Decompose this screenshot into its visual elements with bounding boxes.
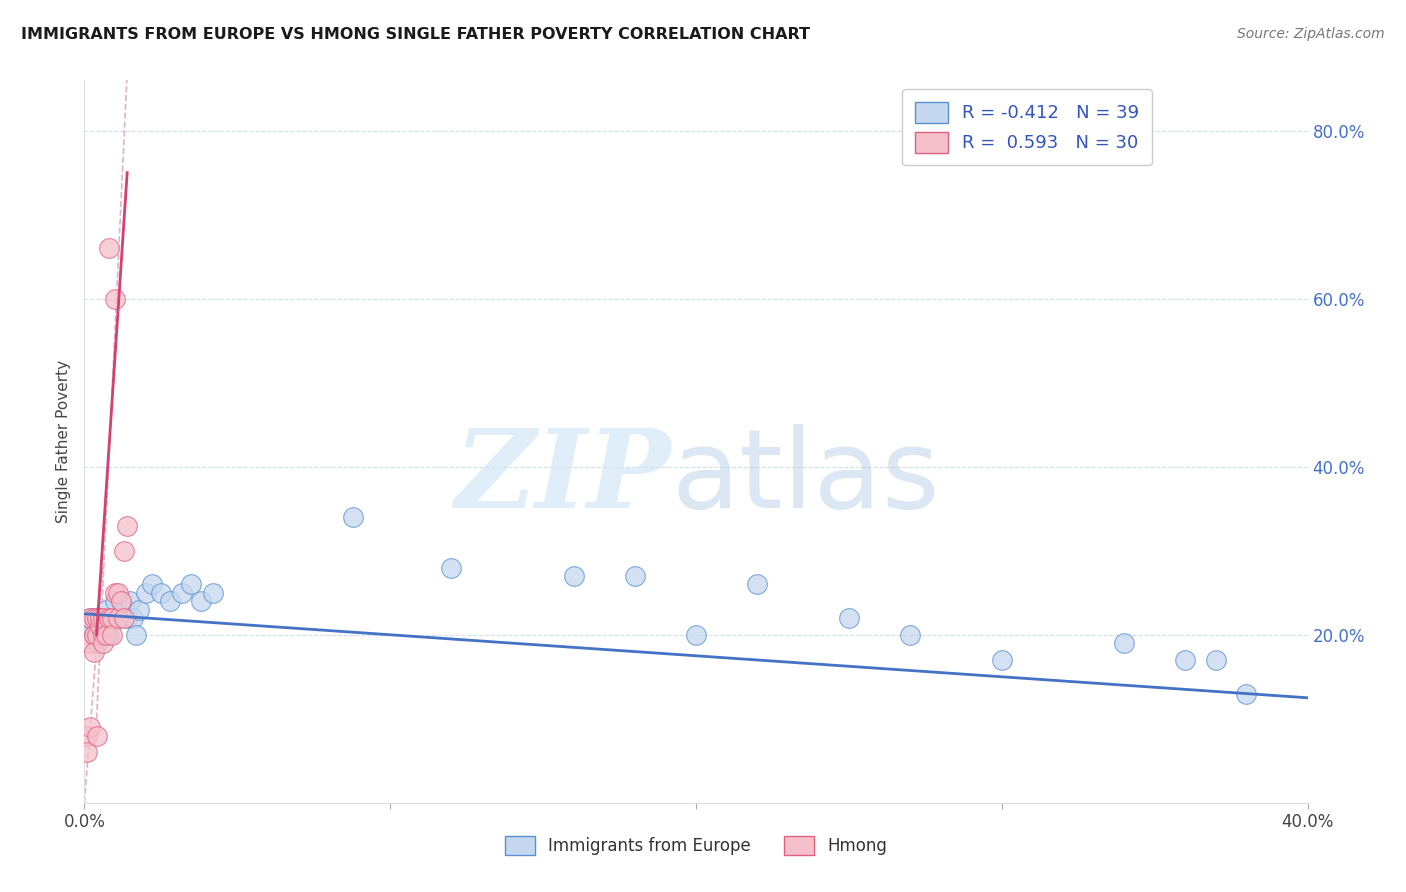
Point (83, 628, 105, 642)
Point (1205, 653, 1227, 667)
Point (86, 729, 108, 743)
Y-axis label: Single Father Poverty: Single Father Poverty (56, 360, 72, 523)
Point (115, 611, 138, 625)
Point (76, 619, 98, 633)
Point (91, 611, 114, 625)
Point (159, 594, 181, 608)
Point (110, 594, 132, 608)
Point (342, 510, 364, 524)
Point (79, 636, 101, 650)
Point (91, 619, 114, 633)
Legend: Immigrants from Europe, Hmong: Immigrants from Europe, Hmong (494, 824, 898, 867)
Point (125, 628, 148, 642)
Point (562, 569, 585, 583)
Point (104, 292, 127, 306)
Point (1174, 653, 1197, 667)
Point (115, 518, 138, 533)
Point (76, 729, 98, 743)
Point (89, 611, 111, 625)
Text: atlas: atlas (672, 425, 941, 531)
Point (180, 577, 202, 591)
Point (94, 628, 117, 642)
Point (747, 577, 769, 591)
Point (101, 628, 124, 642)
Point (91, 628, 114, 642)
Point (79, 611, 101, 625)
Point (898, 628, 921, 642)
Point (122, 611, 145, 625)
Point (190, 594, 212, 608)
Point (101, 611, 124, 625)
Point (135, 586, 157, 600)
Point (1236, 687, 1258, 701)
Point (685, 628, 707, 642)
Point (79, 611, 101, 625)
Point (83, 611, 105, 625)
Point (991, 653, 1014, 667)
Point (110, 594, 132, 608)
Point (86, 636, 108, 650)
Point (83, 628, 105, 642)
Point (1114, 636, 1136, 650)
Point (97, 241, 120, 255)
Point (107, 611, 129, 625)
Point (86, 628, 108, 642)
Point (201, 586, 224, 600)
Text: IMMIGRANTS FROM EUROPE VS HMONG SINGLE FATHER POVERTY CORRELATION CHART: IMMIGRANTS FROM EUROPE VS HMONG SINGLE F… (21, 27, 810, 42)
Point (97, 628, 120, 642)
Point (86, 611, 108, 625)
Point (76, 745, 98, 759)
Point (128, 602, 150, 616)
Point (94, 602, 117, 616)
Point (141, 577, 163, 591)
Point (149, 586, 172, 600)
Point (89, 619, 111, 633)
Point (91, 636, 114, 650)
Point (104, 594, 127, 608)
Text: ZIP: ZIP (456, 424, 672, 532)
Point (79, 720, 101, 734)
Point (112, 611, 135, 625)
Point (94, 619, 117, 633)
Point (120, 594, 142, 608)
Point (104, 586, 127, 600)
Point (107, 611, 129, 625)
Point (112, 543, 135, 558)
Point (172, 586, 194, 600)
Point (107, 586, 129, 600)
Point (838, 611, 860, 625)
Point (83, 644, 105, 658)
Text: Source: ZipAtlas.com: Source: ZipAtlas.com (1237, 27, 1385, 41)
Point (624, 569, 647, 583)
Point (112, 602, 135, 616)
Point (97, 611, 120, 625)
Point (440, 560, 463, 574)
Point (89, 611, 111, 625)
Point (101, 611, 124, 625)
